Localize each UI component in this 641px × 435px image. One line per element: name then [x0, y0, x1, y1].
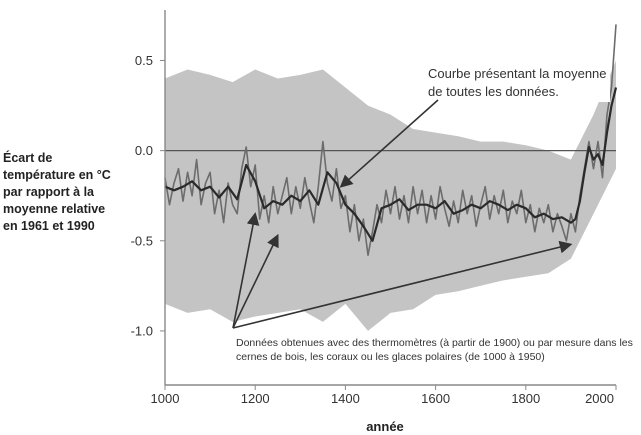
- x-tick-label: 1400: [331, 391, 360, 406]
- x-tick-label: 1200: [241, 391, 270, 406]
- axes: [164, 10, 616, 386]
- mean-curve-layer: [164, 87, 618, 242]
- y-tick-label: 0.0: [135, 143, 153, 158]
- y-axis-title-line-1: Écart de: [3, 151, 53, 165]
- annotation-data-line-2: cernes de bois, les coraux ou les glaces…: [236, 351, 545, 363]
- annotation-data-arrow: [232, 233, 279, 329]
- x-tick-label: 2000: [585, 391, 614, 406]
- x-ticks: 1000 1200 1400 1600 1800 2000: [151, 385, 617, 406]
- y-ticks: 0.5 0.0 -0.5 -1.0: [131, 53, 165, 338]
- y-axis-title-line-2: température en °C: [3, 168, 111, 182]
- y-axis-title: Écart de température en °C par rapport à…: [3, 150, 153, 235]
- mean-curve-series: [164, 87, 618, 242]
- uncertainty-band: [165, 60, 616, 331]
- y-axis-title-line-3: par rapport à la: [3, 185, 94, 199]
- y-tick-label: -1.0: [131, 323, 153, 338]
- annotation-mean-arrow: [339, 99, 439, 188]
- annotation-data-arrow: [232, 240, 573, 329]
- annotation-mean-line-1: Courbe présentant la moyenne: [428, 66, 607, 81]
- annotation-data-arrow: [232, 212, 260, 329]
- y-axis-title-line-4: moyenne relative: [3, 202, 106, 216]
- annotation-arrows: [232, 99, 573, 329]
- y-tick-label: 0.5: [135, 53, 153, 68]
- annotation-data-source: Données obtenues avec des thermomètres (…: [236, 337, 633, 363]
- x-tick-label: 1000: [151, 391, 180, 406]
- annotation-data-line-1: Données obtenues avec des thermomètres (…: [236, 337, 633, 349]
- x-tick-label: 1800: [511, 391, 540, 406]
- annotation-mean-line-2: de toutes les données.: [428, 84, 559, 99]
- x-tick-label: 1600: [421, 391, 450, 406]
- x-axis-title: année: [366, 419, 404, 434]
- y-tick-label: -0.5: [131, 233, 153, 248]
- uncertainty-band-layer: [165, 60, 616, 331]
- annotation-mean-background: [420, 62, 610, 102]
- y-axis-title-line-5: en 1961 et 1990: [3, 219, 95, 233]
- annotation-mean-curve: Courbe présentant la moyenne de toutes l…: [420, 62, 610, 102]
